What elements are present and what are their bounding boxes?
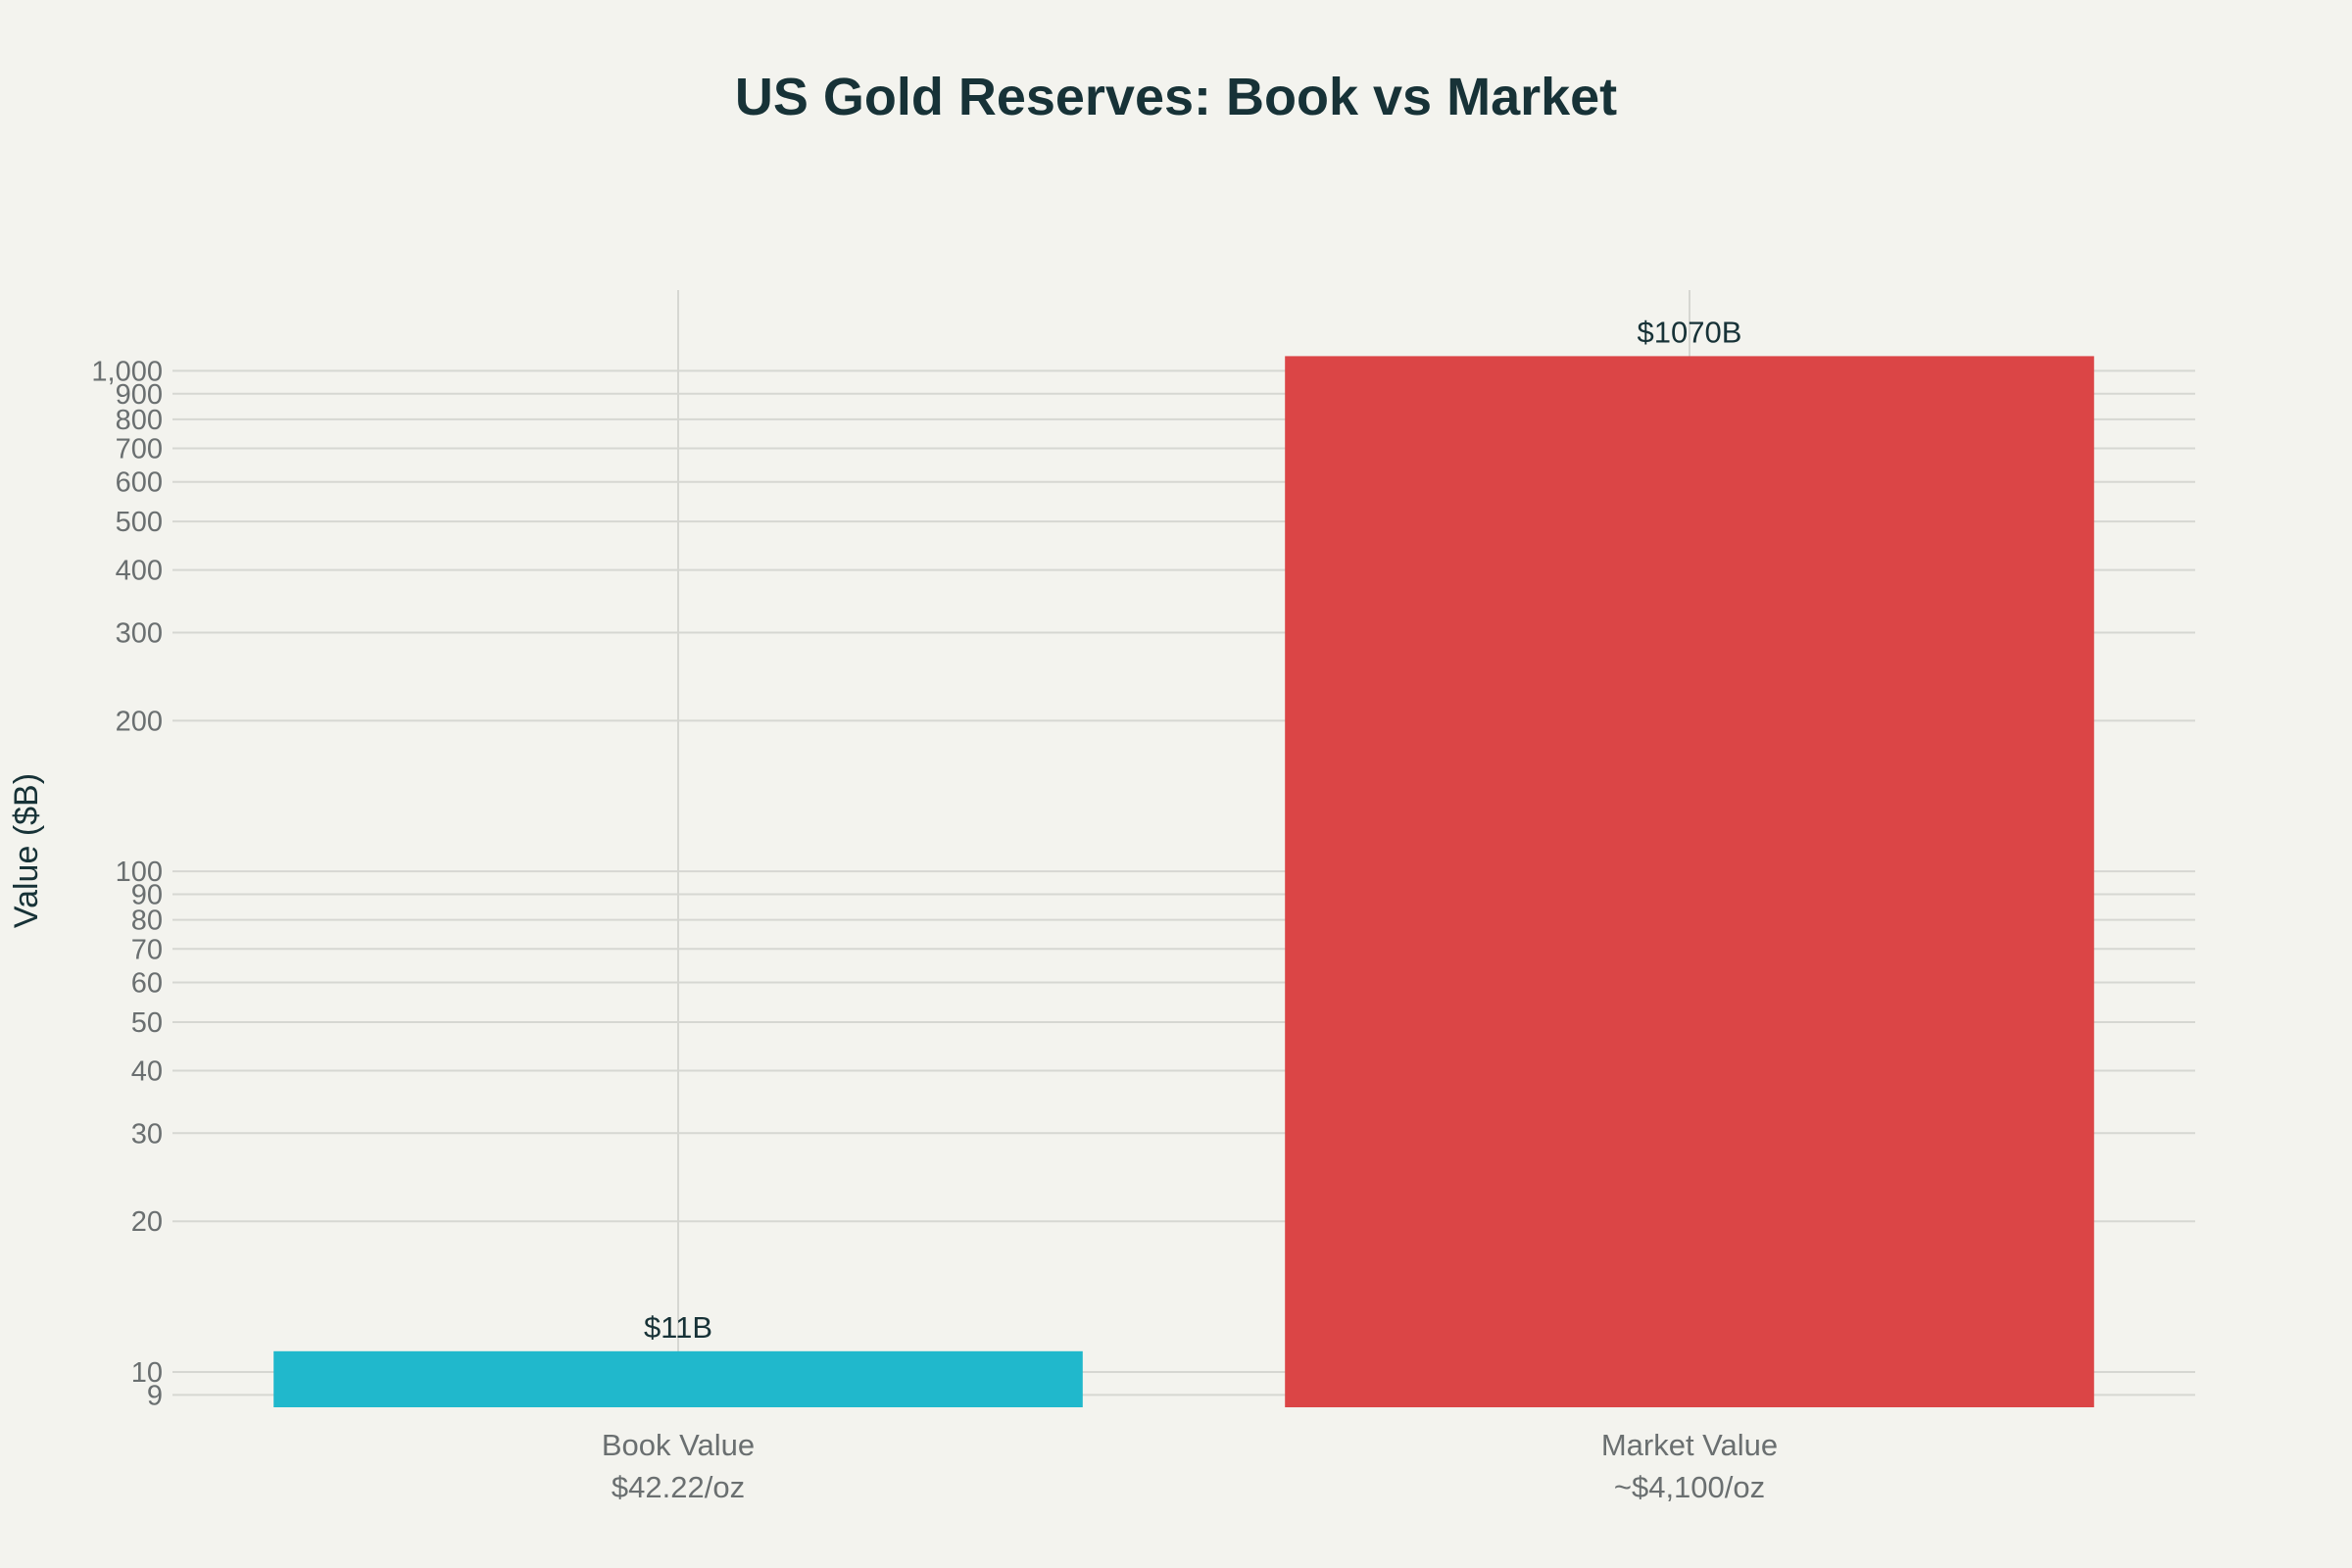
data-label: $11B bbox=[644, 1310, 712, 1345]
x-axis-ticks: Book Value $42.22/oz Market Value ~$4,100/o… bbox=[602, 1428, 1778, 1504]
y-tick-label: 900 bbox=[116, 379, 163, 411]
x-tick-sublabel: $42.22/oz bbox=[612, 1470, 745, 1504]
x-tick-label: Market Value bbox=[1601, 1428, 1778, 1462]
data-label: $1070B bbox=[1638, 315, 1742, 349]
y-tick-label: 20 bbox=[131, 1206, 163, 1238]
bars bbox=[273, 356, 2094, 1407]
bar-market-value[interactable] bbox=[1285, 356, 2094, 1407]
y-tick-label: 700 bbox=[116, 434, 163, 466]
y-tick-label: 10 bbox=[131, 1357, 163, 1389]
y-tick-label: 70 bbox=[131, 934, 163, 965]
y-tick-label: 60 bbox=[131, 967, 163, 999]
y-tick-label: 400 bbox=[116, 556, 163, 587]
y-tick-label: 9 bbox=[147, 1380, 163, 1411]
y-tick-label: 40 bbox=[131, 1055, 163, 1087]
y-tick-label: 90 bbox=[131, 880, 163, 911]
y-tick-label: 100 bbox=[116, 857, 163, 888]
y-tick-label: 80 bbox=[131, 906, 163, 937]
y-tick-label: 30 bbox=[131, 1118, 163, 1150]
y-tick-label: 300 bbox=[116, 617, 163, 649]
y-axis-label: Value ($B) bbox=[8, 773, 45, 928]
y-tick-label: 1,000 bbox=[91, 356, 163, 387]
x-tick-sublabel: ~$4,100/oz bbox=[1614, 1470, 1765, 1504]
chart-title: US Gold Reserves: Book vs Market bbox=[735, 68, 1617, 126]
y-tick-label: 50 bbox=[131, 1007, 163, 1039]
data-labels: $11B $1070B bbox=[644, 315, 1742, 1344]
y-tick-label: 600 bbox=[116, 467, 163, 499]
y-tick-label: 800 bbox=[116, 405, 163, 436]
y-tick-label: 200 bbox=[116, 706, 163, 737]
bar-book-value[interactable] bbox=[273, 1350, 1083, 1407]
y-tick-label: 500 bbox=[116, 507, 163, 538]
x-tick-label: Book Value bbox=[602, 1428, 755, 1462]
